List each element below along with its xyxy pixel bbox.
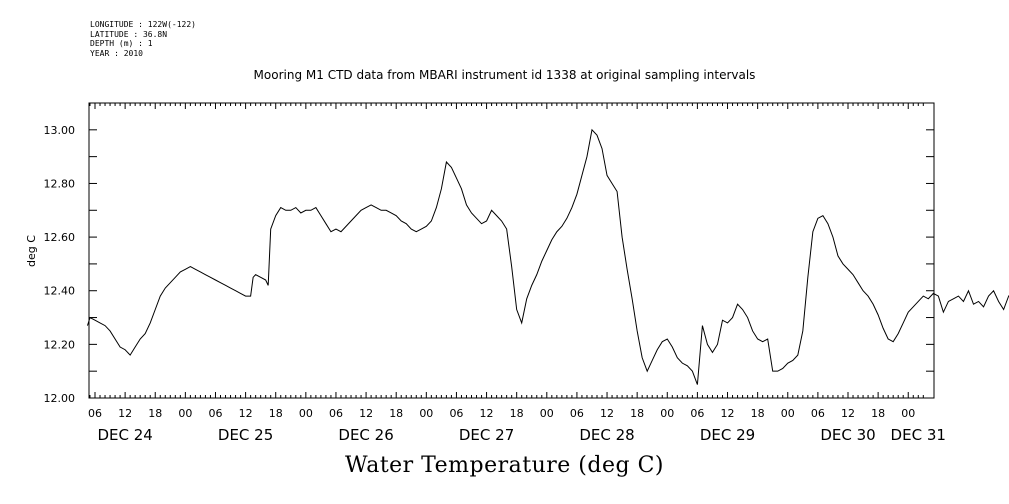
x-tick-label: 12 xyxy=(600,407,614,420)
x-day-label: DEC 29 xyxy=(700,426,755,444)
x-tick-label: 18 xyxy=(148,407,162,420)
plot-frame xyxy=(88,102,935,399)
x-tick-label: 12 xyxy=(239,407,253,420)
x-tick-label: 06 xyxy=(449,407,463,420)
x-tick-label: 12 xyxy=(841,407,855,420)
x-tick-label: 00 xyxy=(178,407,192,420)
chart-title: Mooring M1 CTD data from MBARI instrumen… xyxy=(253,68,756,82)
y-tick-label: 12.40 xyxy=(44,285,76,298)
meta-depth: DEPTH (m) : 1 xyxy=(90,39,153,48)
x-tick-label: 18 xyxy=(630,407,644,420)
x-day-label: DEC 28 xyxy=(579,426,634,444)
x-axis-label: Water Temperature (deg C) xyxy=(345,453,664,478)
x-tick-label: 00 xyxy=(660,407,674,420)
x-day-label: DEC 25 xyxy=(218,426,273,444)
y-tick-label: 12.80 xyxy=(44,177,76,190)
x-tick-label: 18 xyxy=(871,407,885,420)
x-day-label: DEC 31 xyxy=(891,426,946,444)
x-tick-label: 00 xyxy=(781,407,795,420)
x-tick-label: 06 xyxy=(329,407,343,420)
y-tick-label: 13.00 xyxy=(44,124,76,137)
x-tick-label: 12 xyxy=(480,407,494,420)
x-day-label: DEC 24 xyxy=(97,426,152,444)
x-tick-label: 00 xyxy=(901,407,915,420)
x-tick-label: 00 xyxy=(419,407,433,420)
x-tick-label: 12 xyxy=(118,407,132,420)
x-day-label: DEC 30 xyxy=(820,426,875,444)
x-day-label: DEC 27 xyxy=(459,426,514,444)
x-tick-label: 06 xyxy=(811,407,825,420)
x-tick-label: 06 xyxy=(570,407,584,420)
meta-latitude: LATITUDE : 36.8N xyxy=(90,29,168,39)
x-tick-label: 06 xyxy=(208,407,222,420)
x-tick-label: 00 xyxy=(299,407,313,420)
x-tick-label: 18 xyxy=(510,407,524,420)
meta-longitude: LONGITUDE : 122W(-122) xyxy=(90,20,196,29)
y-tick-label: 12.00 xyxy=(44,392,76,405)
x-day-label: DEC 26 xyxy=(338,426,393,444)
x-tick-label: 18 xyxy=(269,407,283,420)
y-axis-label: deg C xyxy=(25,235,38,267)
metadata-block: LONGITUDE : 122W(-122) LATITUDE : 36.8N … xyxy=(90,20,196,58)
x-tick-label: 18 xyxy=(389,407,403,420)
meta-year: YEAR : 2010 xyxy=(90,48,143,58)
x-tick-label: 06 xyxy=(88,407,102,420)
x-tick-label: 06 xyxy=(690,407,704,420)
x-tick-label: 12 xyxy=(359,407,373,420)
y-tick-label: 12.20 xyxy=(44,338,76,351)
x-tick-label: 12 xyxy=(721,407,735,420)
x-tick-label: 00 xyxy=(540,407,554,420)
y-tick-label: 12.60 xyxy=(44,231,76,244)
x-tick-label: 18 xyxy=(751,407,765,420)
water-temperature-line xyxy=(86,128,1009,385)
